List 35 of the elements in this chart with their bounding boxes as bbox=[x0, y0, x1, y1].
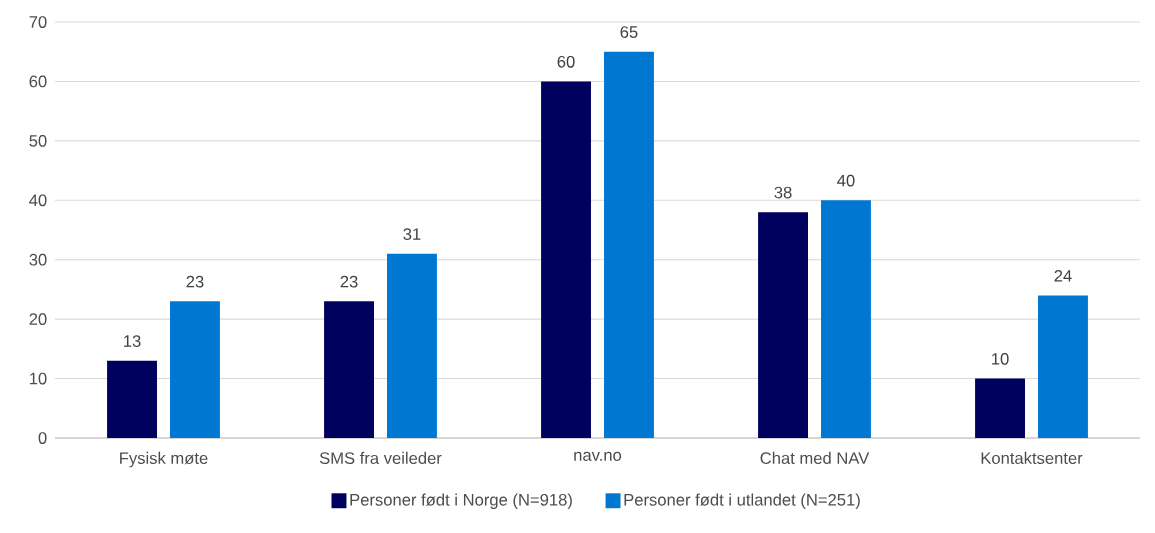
bar bbox=[975, 378, 1025, 438]
x-tick-label: Fysisk møte bbox=[120, 451, 208, 468]
y-tick-label: 60 bbox=[29, 75, 47, 88]
bar bbox=[604, 51, 654, 438]
legend-label: Personer født i Norge (N=918) bbox=[350, 493, 572, 509]
legend-label: Personer født i utlandet (N=251) bbox=[624, 493, 860, 509]
data-label: 40 bbox=[837, 174, 855, 187]
x-tick-label: Kontaktsenter bbox=[981, 451, 1083, 464]
data-label: 23 bbox=[340, 275, 358, 288]
bar bbox=[1038, 295, 1088, 438]
y-tick-label: 50 bbox=[29, 135, 47, 147]
y-tick-label: 20 bbox=[29, 313, 47, 326]
bar bbox=[541, 81, 591, 438]
data-label: 10 bbox=[992, 353, 1009, 365]
y-tick-label: 70 bbox=[29, 16, 47, 28]
bar bbox=[387, 253, 437, 438]
bar bbox=[107, 360, 157, 438]
y-tick-label: 10 bbox=[30, 372, 47, 385]
bar bbox=[170, 301, 220, 438]
x-tick-label: Chat med NAV bbox=[760, 451, 870, 464]
y-tick-label: 30 bbox=[29, 253, 47, 266]
y-tick-label: 40 bbox=[29, 194, 47, 207]
data-label: 31 bbox=[403, 228, 421, 240]
x-tick-label: nav.no bbox=[574, 451, 622, 461]
y-tick-label: 0 bbox=[38, 432, 47, 444]
data-label: 13 bbox=[124, 335, 141, 347]
data-label: 24 bbox=[1054, 269, 1072, 282]
data-label: 65 bbox=[620, 26, 638, 38]
x-tick-label: SMS fra veileder bbox=[319, 451, 442, 464]
bar bbox=[821, 200, 871, 438]
data-label: 23 bbox=[186, 275, 204, 288]
data-label: 60 bbox=[557, 55, 575, 68]
data-label: 38 bbox=[774, 186, 792, 199]
bar bbox=[758, 212, 808, 438]
bar bbox=[324, 301, 374, 438]
